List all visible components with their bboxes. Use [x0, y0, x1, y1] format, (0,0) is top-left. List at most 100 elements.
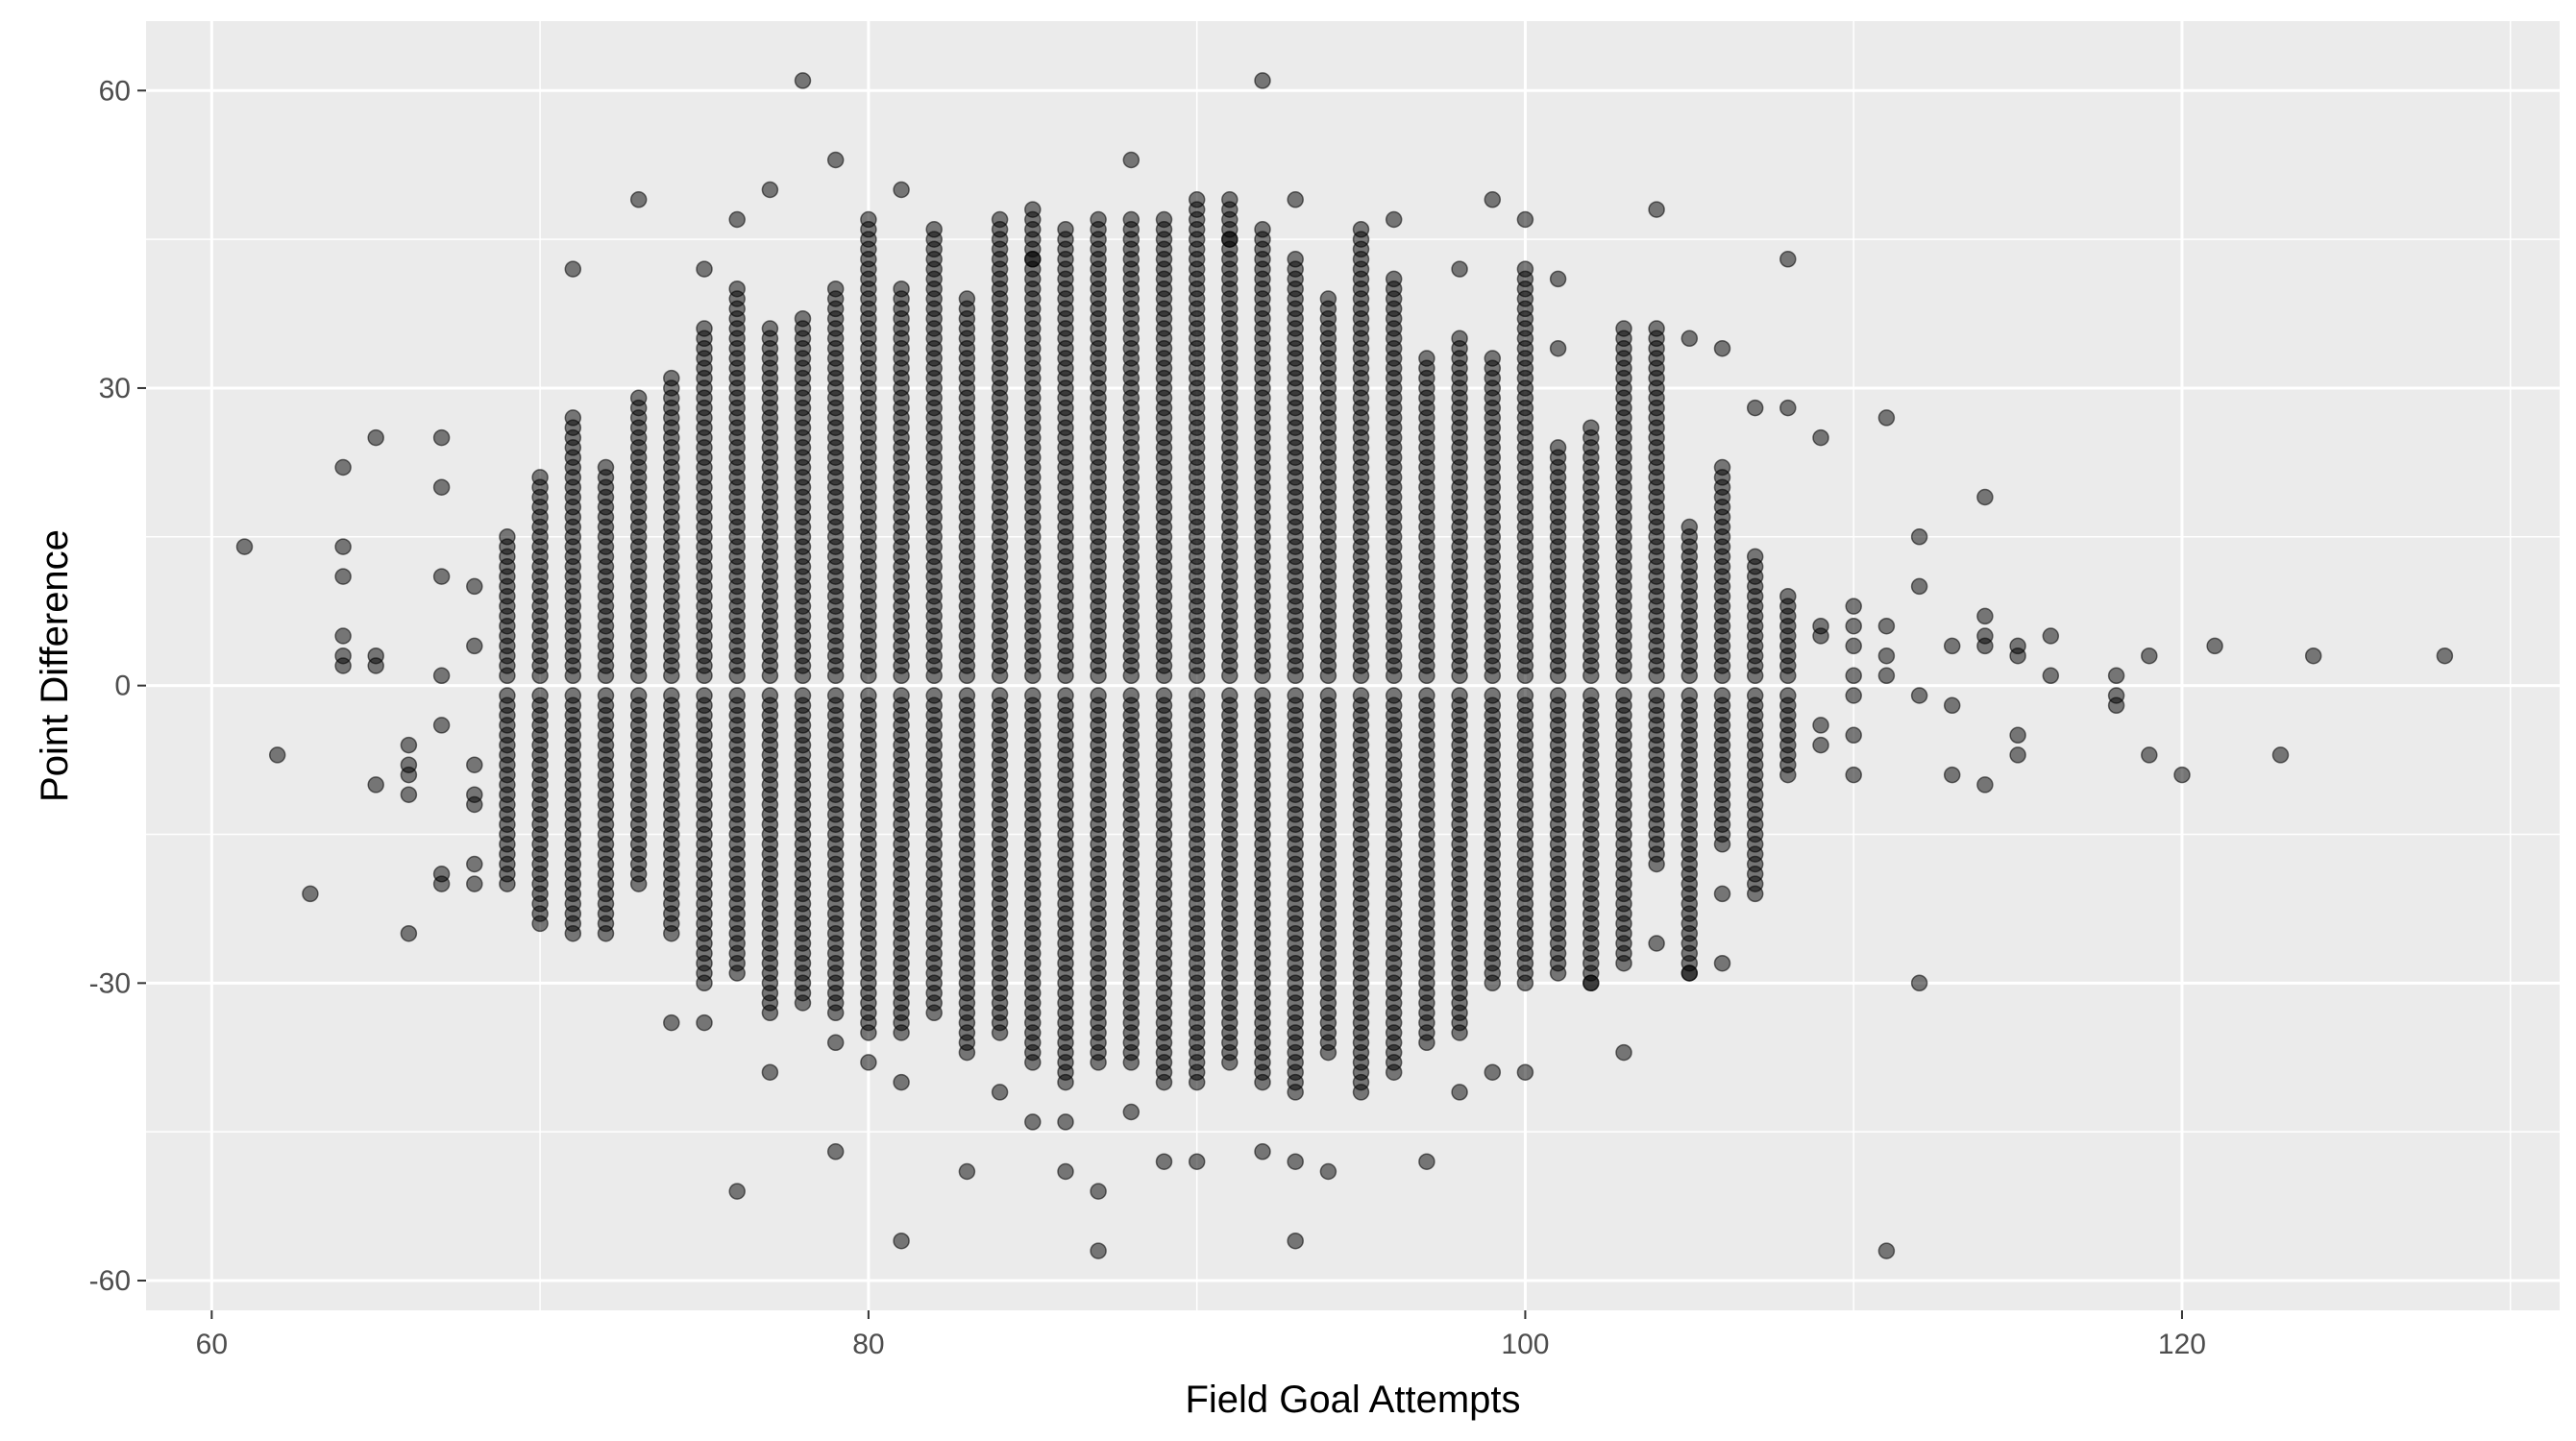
data-point [893, 1232, 910, 1250]
data-point [1779, 687, 1797, 704]
data-point [466, 756, 483, 773]
data-point [696, 1014, 713, 1032]
data-point [629, 389, 648, 407]
data-point [1713, 885, 1731, 903]
data-point [1681, 965, 1699, 982]
data-point [1615, 687, 1632, 704]
data-point [564, 409, 582, 427]
data-point [794, 72, 812, 89]
data-point [1188, 687, 1206, 704]
data-point [432, 667, 451, 685]
data-point [958, 290, 976, 307]
data-point [1516, 687, 1534, 704]
data-point [794, 687, 812, 704]
data-point [1319, 687, 1337, 704]
data-point [1155, 687, 1173, 704]
data-point [1090, 1242, 1107, 1259]
data-point [925, 687, 943, 704]
data-point [1319, 290, 1337, 307]
data-point [1254, 221, 1271, 238]
data-point [991, 1084, 1009, 1101]
data-point [1352, 687, 1370, 704]
data-point [1845, 667, 1862, 685]
data-point [1877, 1242, 1896, 1259]
data-point [1484, 191, 1502, 208]
data-point [893, 280, 910, 298]
data-point [2206, 637, 2223, 655]
data-point [696, 320, 713, 337]
data-point [2042, 627, 2060, 645]
data-point [1746, 687, 1764, 704]
data-point [925, 221, 943, 238]
data-point [1812, 717, 1829, 734]
data-point [794, 309, 812, 328]
data-point [1287, 251, 1304, 268]
data-point [1845, 637, 1862, 655]
data-point [1681, 518, 1699, 536]
y-axis-ticks: -60 -30 0 30 60 [89, 75, 146, 1297]
data-point [1976, 488, 1994, 506]
data-point [1516, 1063, 1534, 1081]
data-point [1254, 72, 1271, 89]
data-point [728, 687, 746, 704]
x-tick-label: 100 [1501, 1329, 1549, 1360]
data-point [663, 687, 680, 704]
data-point [1812, 617, 1829, 635]
data-point [1254, 1143, 1271, 1160]
data-point [1845, 598, 1862, 615]
data-point [1549, 270, 1567, 288]
data-point [1057, 1162, 1074, 1181]
data-points [235, 72, 2454, 1259]
data-point [1287, 1153, 1304, 1170]
data-point [1451, 260, 1468, 278]
data-point [1090, 687, 1107, 704]
data-point [466, 577, 483, 596]
data-point [826, 151, 845, 169]
data-point [1845, 766, 1862, 784]
data-point [1910, 528, 1928, 546]
data-point [2009, 746, 2026, 764]
data-point [2009, 726, 2026, 745]
x-tick-label: 80 [852, 1329, 884, 1360]
data-point [1024, 1113, 1042, 1131]
data-point [2107, 667, 2125, 685]
data-point [1582, 974, 1600, 992]
data-point [1057, 1113, 1074, 1131]
data-point [564, 687, 582, 704]
y-tick-label: -30 [89, 967, 131, 999]
data-point [991, 687, 1009, 704]
data-point [2009, 647, 2026, 665]
data-point [663, 1014, 680, 1032]
data-point [728, 1183, 746, 1200]
data-point [860, 687, 877, 704]
data-point [2141, 647, 2158, 665]
data-point [1287, 1232, 1304, 1250]
data-point [1713, 458, 1731, 476]
data-point [1943, 766, 1961, 784]
data-point [1582, 687, 1600, 704]
data-point [1516, 260, 1534, 278]
data-point [2271, 746, 2290, 764]
data-point [1648, 687, 1665, 704]
data-point [268, 746, 286, 764]
data-point [400, 766, 418, 784]
data-point [826, 280, 845, 298]
data-point [1155, 1153, 1173, 1170]
data-point [1615, 320, 1632, 337]
data-point [1845, 726, 1862, 745]
data-point [2173, 766, 2191, 784]
data-point [860, 210, 877, 229]
data-point [1221, 687, 1239, 704]
data-point [1451, 1084, 1468, 1101]
data-point [728, 280, 746, 298]
data-point [432, 568, 451, 585]
data-point [1254, 687, 1271, 704]
data-point [367, 428, 384, 447]
data-point [761, 687, 779, 704]
data-point [696, 260, 713, 278]
data-point [1779, 587, 1797, 605]
y-tick-label: 60 [99, 75, 131, 107]
data-point [1418, 1153, 1435, 1170]
data-point [1812, 428, 1829, 447]
data-point [1713, 954, 1731, 972]
